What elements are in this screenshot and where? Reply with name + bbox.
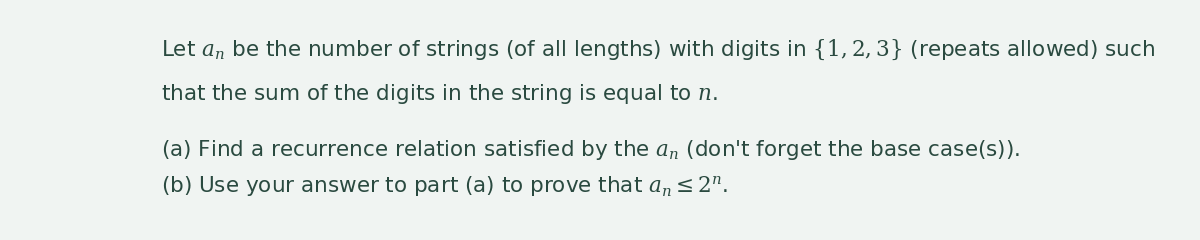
Text: (b) Use your answer to part (a) to prove that $a_n \leq 2^n$.: (b) Use your answer to part (a) to prove… xyxy=(161,174,728,199)
Text: that the sum of the digits in the string is equal to $n$.: that the sum of the digits in the string… xyxy=(161,82,718,106)
Text: Let $a_n$ be the number of strings (of all lengths) with digits in $\{1, 2, 3\}$: Let $a_n$ be the number of strings (of a… xyxy=(161,38,1156,62)
Text: (a) Find a recurrence relation satisfied by the $a_n$ (don't forget the base cas: (a) Find a recurrence relation satisfied… xyxy=(161,138,1020,162)
